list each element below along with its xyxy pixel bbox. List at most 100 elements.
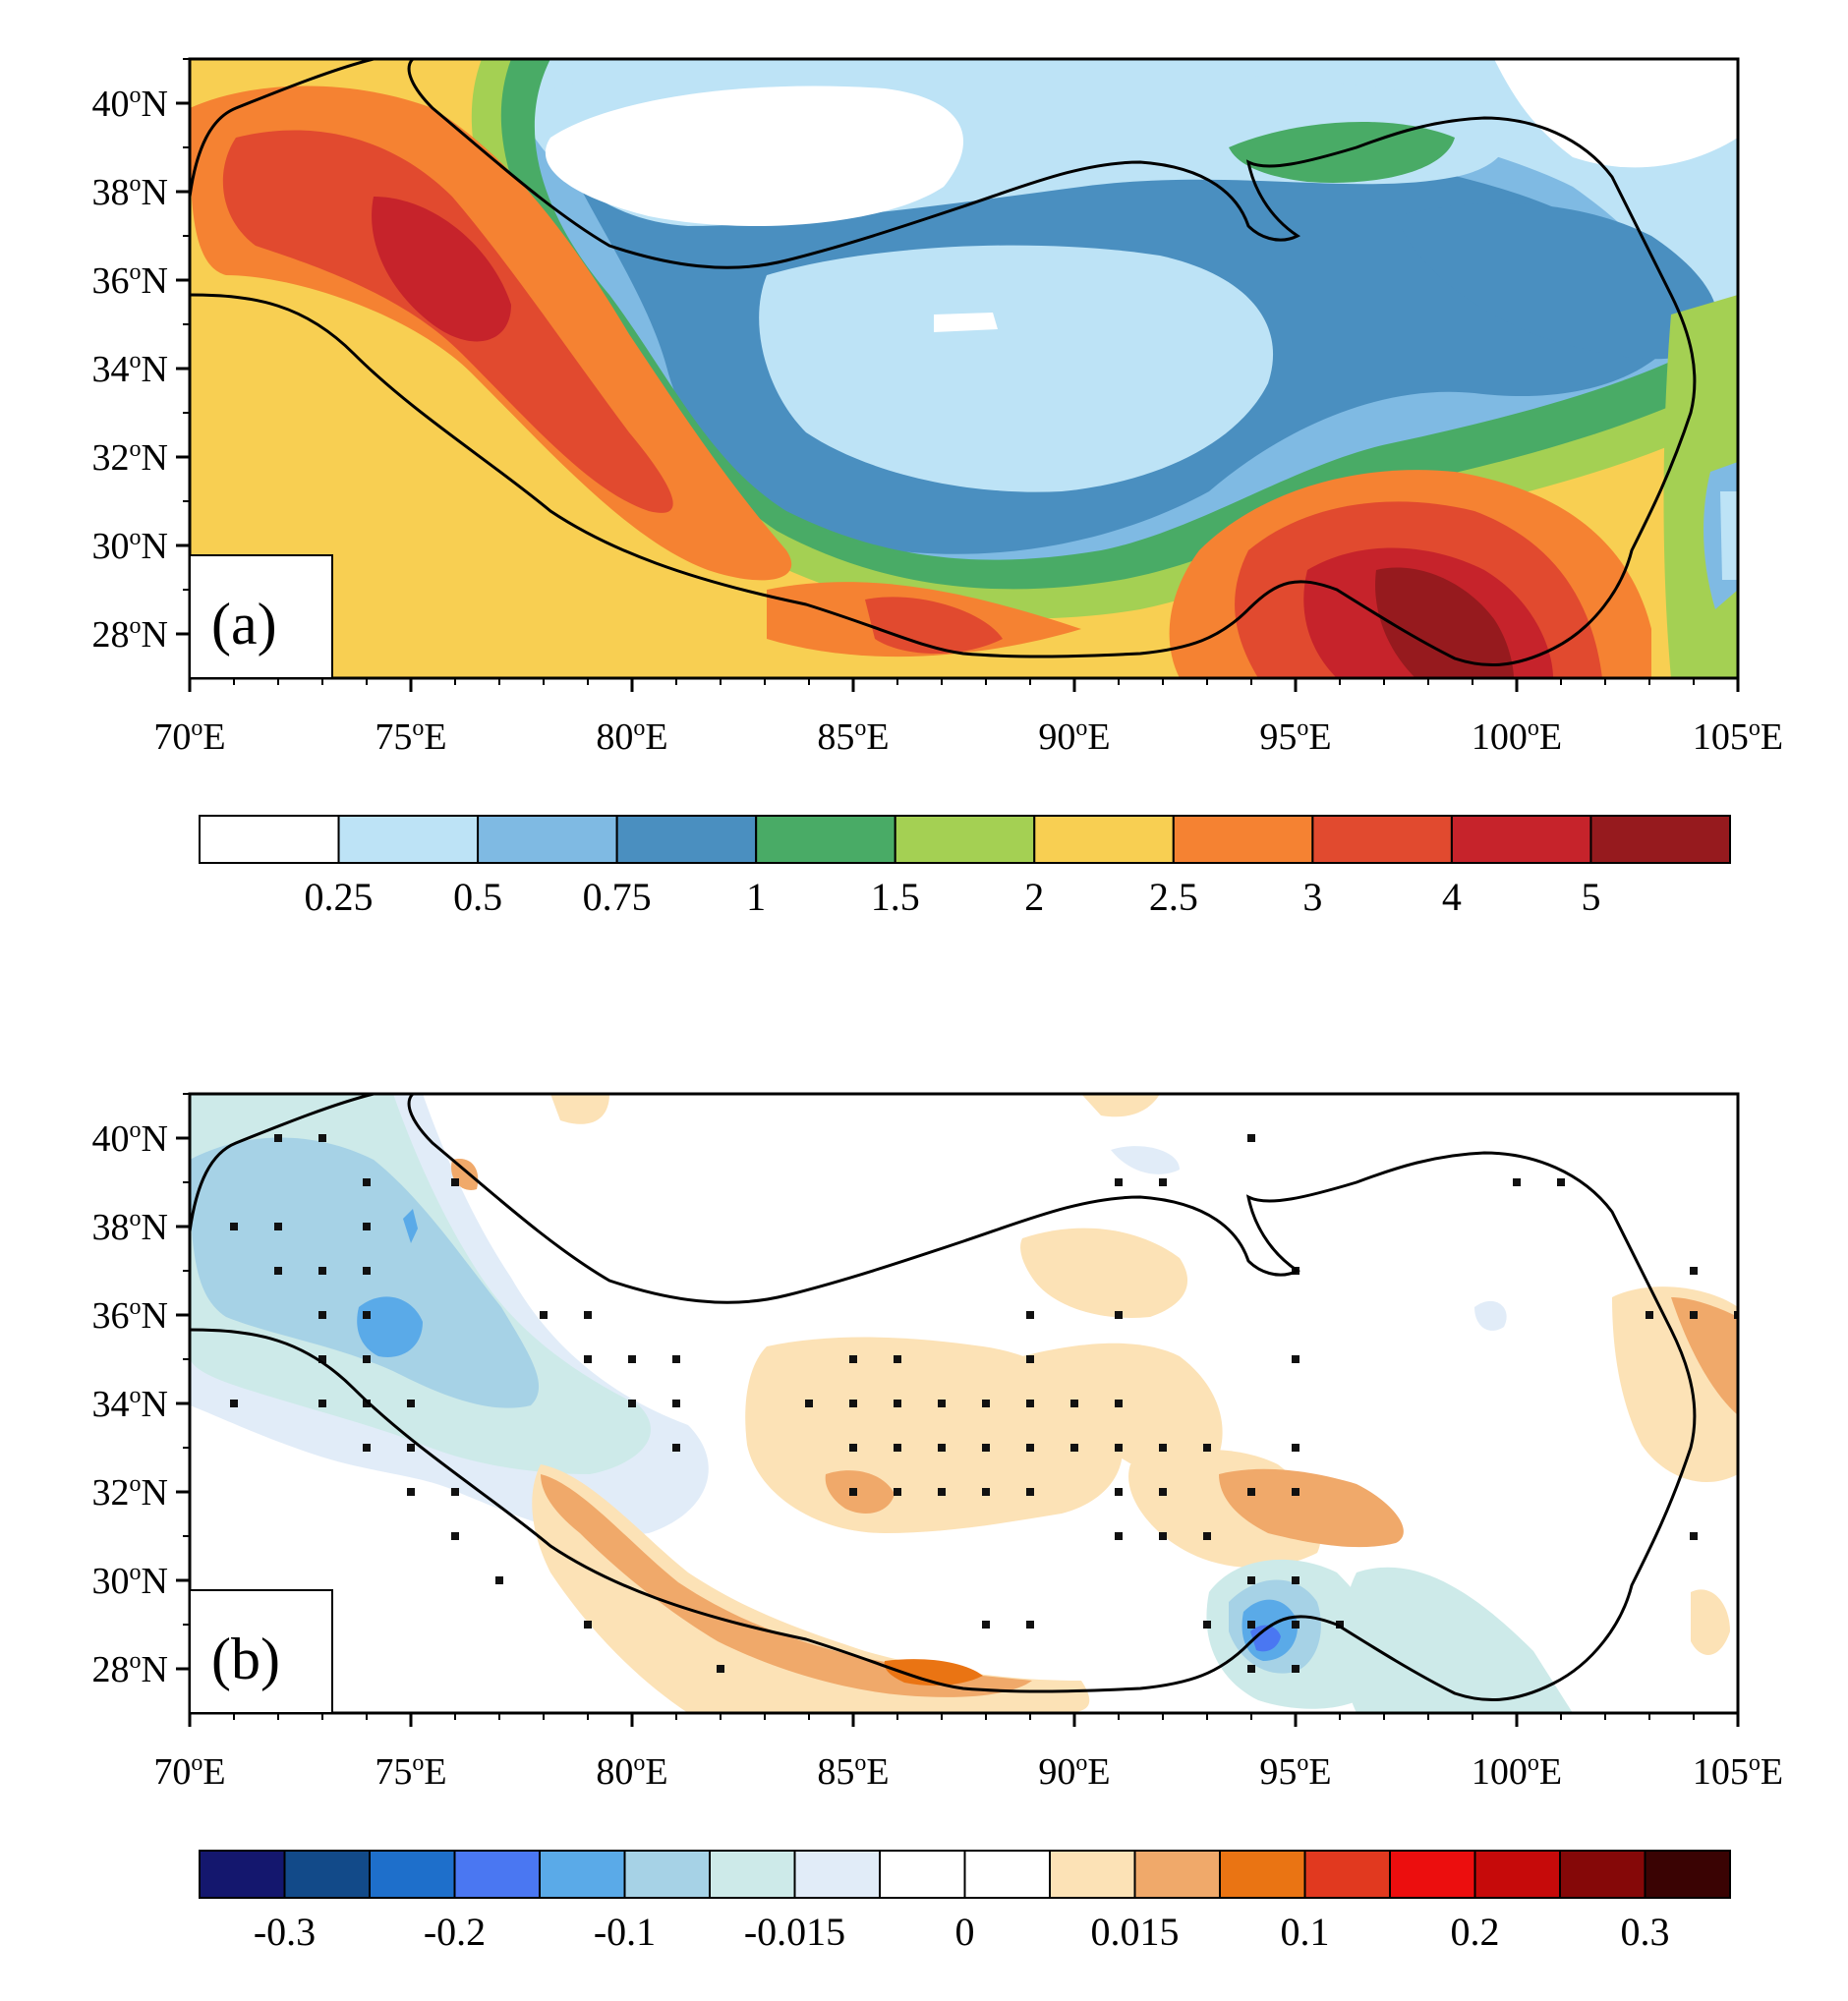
- significance-dot: [1247, 1576, 1255, 1584]
- significance-dot: [1026, 1355, 1034, 1363]
- y-tick-label: 34oN: [92, 1383, 168, 1425]
- significance-dot: [407, 1444, 415, 1452]
- significance-dot: [1115, 1311, 1123, 1319]
- significance-dot: [1115, 1400, 1123, 1407]
- x-tick-label: 80oE: [596, 715, 667, 758]
- colorbar-b: -0.3 -0.2 -0.1 -0.015 0 0.015 0.1 0.2 0.3: [199, 1850, 1731, 1954]
- colorbar-swatch: [1450, 815, 1592, 864]
- y-tick-label: 36oN: [92, 259, 168, 302]
- significance-dot: [672, 1355, 680, 1363]
- significance-dot: [363, 1355, 371, 1363]
- x-tick-label: 75oE: [375, 715, 446, 758]
- colorbar-swatch: [1589, 815, 1732, 864]
- significance-dot: [1203, 1532, 1211, 1540]
- colorbar-swatch: [1172, 815, 1314, 864]
- significance-dot: [894, 1355, 901, 1363]
- significance-dot: [672, 1444, 680, 1452]
- significance-dot: [1203, 1621, 1211, 1629]
- y-tick-label: 30oN: [92, 1560, 168, 1602]
- significance-dot: [1115, 1488, 1123, 1496]
- colorbar-swatch: [199, 815, 340, 864]
- colorbar-swatch: [369, 1850, 456, 1899]
- x-tick-label: 90oE: [1038, 715, 1110, 758]
- significance-dot: [1159, 1178, 1167, 1186]
- significance-dot: [274, 1267, 282, 1275]
- colorbar-label: 3: [1302, 875, 1322, 919]
- significance-dot: [1292, 1355, 1299, 1363]
- colorbar-label: 0.75: [583, 875, 652, 919]
- significance-dots: [230, 1134, 1738, 1673]
- panel-a-label: (a): [211, 592, 277, 657]
- significance-dot: [1026, 1311, 1034, 1319]
- y-tick-label: 28oN: [92, 1648, 168, 1690]
- significance-dot: [1247, 1488, 1255, 1496]
- colorbar-label: 0.25: [305, 875, 374, 919]
- colorbar-label: 1: [746, 875, 766, 919]
- colorbar-swatch: [539, 1850, 626, 1899]
- significance-dot: [849, 1488, 857, 1496]
- significance-dot: [849, 1400, 857, 1407]
- significance-dot: [451, 1178, 459, 1186]
- significance-dot: [1159, 1444, 1167, 1452]
- y-tick-label: 36oN: [92, 1294, 168, 1337]
- x-tick-label: 70oE: [153, 715, 225, 758]
- significance-dot: [1690, 1532, 1698, 1540]
- significance-dot: [805, 1400, 813, 1407]
- significance-dot: [938, 1400, 946, 1407]
- significance-dot: [495, 1576, 503, 1584]
- colorbar-swatch: [1303, 1850, 1391, 1899]
- y-tick-label: 38oN: [92, 171, 168, 213]
- significance-dot: [1247, 1621, 1255, 1629]
- x-tick-label: 90oE: [1038, 1750, 1110, 1793]
- colorbar-swatch: [793, 1850, 881, 1899]
- significance-dot: [849, 1355, 857, 1363]
- colorbar-swatch: [963, 1850, 1051, 1899]
- colorbar-label: -0.015: [744, 1910, 845, 1954]
- colorbar-swatch: [1133, 1850, 1221, 1899]
- panel-a-field: [190, 59, 1738, 678]
- colorbar-swatch: [1389, 1850, 1476, 1899]
- panel-b-field: [190, 1094, 1738, 1713]
- colorbar-label: 4: [1442, 875, 1462, 919]
- colorbar-label: 1.5: [871, 875, 920, 919]
- significance-dot: [1159, 1488, 1167, 1496]
- colorbar-swatch: [337, 815, 480, 864]
- colorbar-label: -0.2: [424, 1910, 486, 1954]
- colorbar-swatch: [615, 815, 758, 864]
- significance-dot: [274, 1134, 282, 1142]
- colorbar-swatch: [1311, 815, 1453, 864]
- significance-dot: [1690, 1267, 1698, 1275]
- x-tick-label: 75oE: [375, 1750, 446, 1793]
- significance-dot: [1513, 1178, 1521, 1186]
- significance-dot: [894, 1400, 901, 1407]
- significance-dot: [1292, 1665, 1299, 1673]
- colorbar-swatch: [477, 815, 618, 864]
- significance-dot: [938, 1488, 946, 1496]
- significance-dot: [363, 1444, 371, 1452]
- colorbar-label: 2.5: [1149, 875, 1198, 919]
- significance-dot: [407, 1400, 415, 1407]
- significance-dot: [318, 1355, 326, 1363]
- significance-dot: [1292, 1444, 1299, 1452]
- colorbar-swatch: [1033, 815, 1175, 864]
- colorbar-swatch: [283, 1850, 371, 1899]
- x-tick-label: 105oE: [1693, 1750, 1783, 1793]
- significance-dot: [894, 1444, 901, 1452]
- significance-dot: [717, 1665, 724, 1673]
- colorbar-swatch: [894, 815, 1036, 864]
- significance-dot: [628, 1355, 636, 1363]
- significance-dot: [982, 1621, 990, 1629]
- x-tick-label: 100oE: [1472, 1750, 1562, 1793]
- significance-dot: [1292, 1576, 1299, 1584]
- colorbar-swatch: [1473, 1850, 1561, 1899]
- significance-dot: [1115, 1178, 1123, 1186]
- significance-dot: [1247, 1134, 1255, 1142]
- colorbar-swatch: [623, 1850, 711, 1899]
- plateau-outline-b: [190, 1094, 1697, 1701]
- significance-dot: [1292, 1621, 1299, 1629]
- significance-dot: [894, 1488, 901, 1496]
- y-tick-label: 32oN: [92, 1471, 168, 1514]
- significance-dot: [672, 1400, 680, 1407]
- significance-dot: [1026, 1621, 1034, 1629]
